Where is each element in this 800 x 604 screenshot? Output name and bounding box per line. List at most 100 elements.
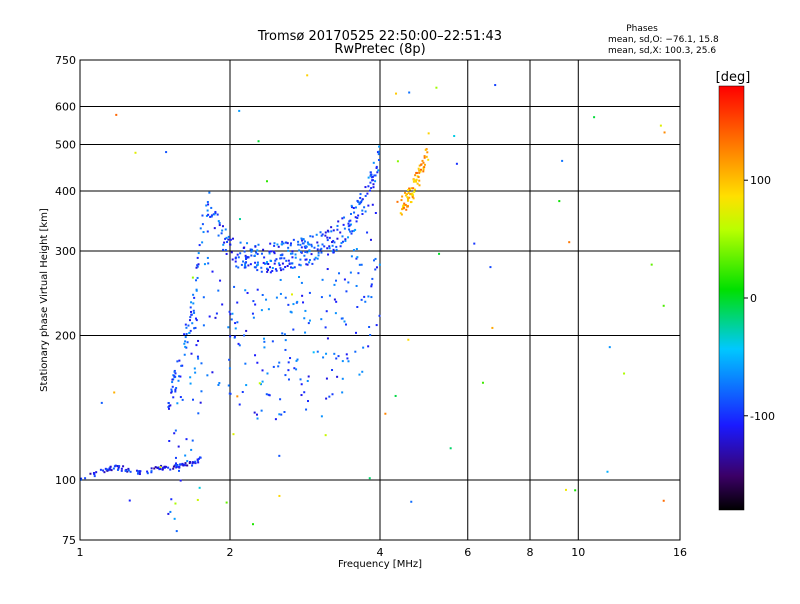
data-point [419,168,422,171]
colorbar-tick-label: 100 [750,174,771,187]
data-point [159,466,162,469]
data-point [342,223,345,226]
data-point [216,213,219,216]
x-tick-label: 6 [464,546,471,559]
data-point [266,372,269,375]
data-point [190,313,193,316]
data-point [311,262,314,265]
data-point [256,361,259,364]
data-point [154,466,157,469]
data-point [317,244,320,247]
data-point [415,180,418,183]
data-point [370,173,373,176]
data-point [347,281,350,284]
data-point [227,326,230,329]
x-tick-label: 2 [227,546,234,559]
data-point [113,465,116,468]
data-point [275,296,278,299]
data-point [280,257,283,260]
data-point [181,398,184,401]
data-point [324,231,327,234]
y-tick-label: 100 [55,474,76,487]
data-point [275,269,278,272]
data-point [377,150,380,153]
data-point [179,375,182,378]
data-point [412,178,415,181]
data-point [255,413,258,416]
data-point [194,460,197,463]
data-point [137,470,140,473]
data-point [608,346,611,349]
data-point [304,250,307,253]
data-point [369,238,372,241]
data-point [191,398,194,401]
data-point [107,469,110,472]
data-point [238,403,241,406]
data-point [279,292,282,295]
data-point [348,220,351,223]
data-point [268,250,271,253]
data-point [299,264,302,267]
data-point [281,254,284,257]
data-point [195,319,198,322]
y-axis-label: Stationary phase Virtual Height [km] [39,208,50,392]
data-point [374,174,377,177]
data-point [367,345,370,348]
y-tick-label: 75 [62,534,76,547]
data-point [344,323,347,326]
data-point [150,471,153,474]
data-point [322,356,325,359]
data-point [194,317,197,320]
data-point [334,312,337,315]
data-point [223,241,226,244]
data-point [291,293,294,296]
data-point [320,234,323,237]
data-point [169,510,172,513]
data-point [250,250,253,253]
data-point [193,311,196,314]
data-point [262,248,265,251]
data-point [371,277,374,280]
data-point [175,465,178,468]
data-point [419,170,422,173]
data-point [348,224,351,227]
x-axis-label: Frequency [MHz] [338,559,422,570]
data-point [195,289,198,292]
data-point [375,266,378,269]
data-point [361,209,364,212]
data-point [127,469,130,472]
data-point [188,462,191,465]
data-point [245,384,248,387]
data-point [337,355,340,358]
data-point [377,158,380,161]
data-point [330,230,333,233]
data-point [170,388,173,391]
data-point [229,238,232,241]
data-point [558,200,561,203]
data-point [167,405,170,408]
data-point [228,310,231,313]
data-point [299,243,302,246]
data-point [224,248,227,251]
data-point [481,381,484,384]
data-point [347,222,350,225]
data-point [303,254,306,257]
colorbar-tick-label: 0 [750,292,757,305]
data-point [453,135,456,138]
data-point [118,465,121,468]
data-point [215,312,218,315]
data-point [184,345,187,348]
data-point [308,291,311,294]
data-point [300,383,303,386]
data-point [371,179,374,182]
data-point [411,196,414,199]
data-point [364,194,367,197]
data-point [253,411,256,414]
data-point [374,268,377,271]
data-point [335,245,338,248]
data-point [377,169,380,172]
data-point [190,301,193,304]
data-point [198,244,201,247]
data-point [231,312,234,315]
